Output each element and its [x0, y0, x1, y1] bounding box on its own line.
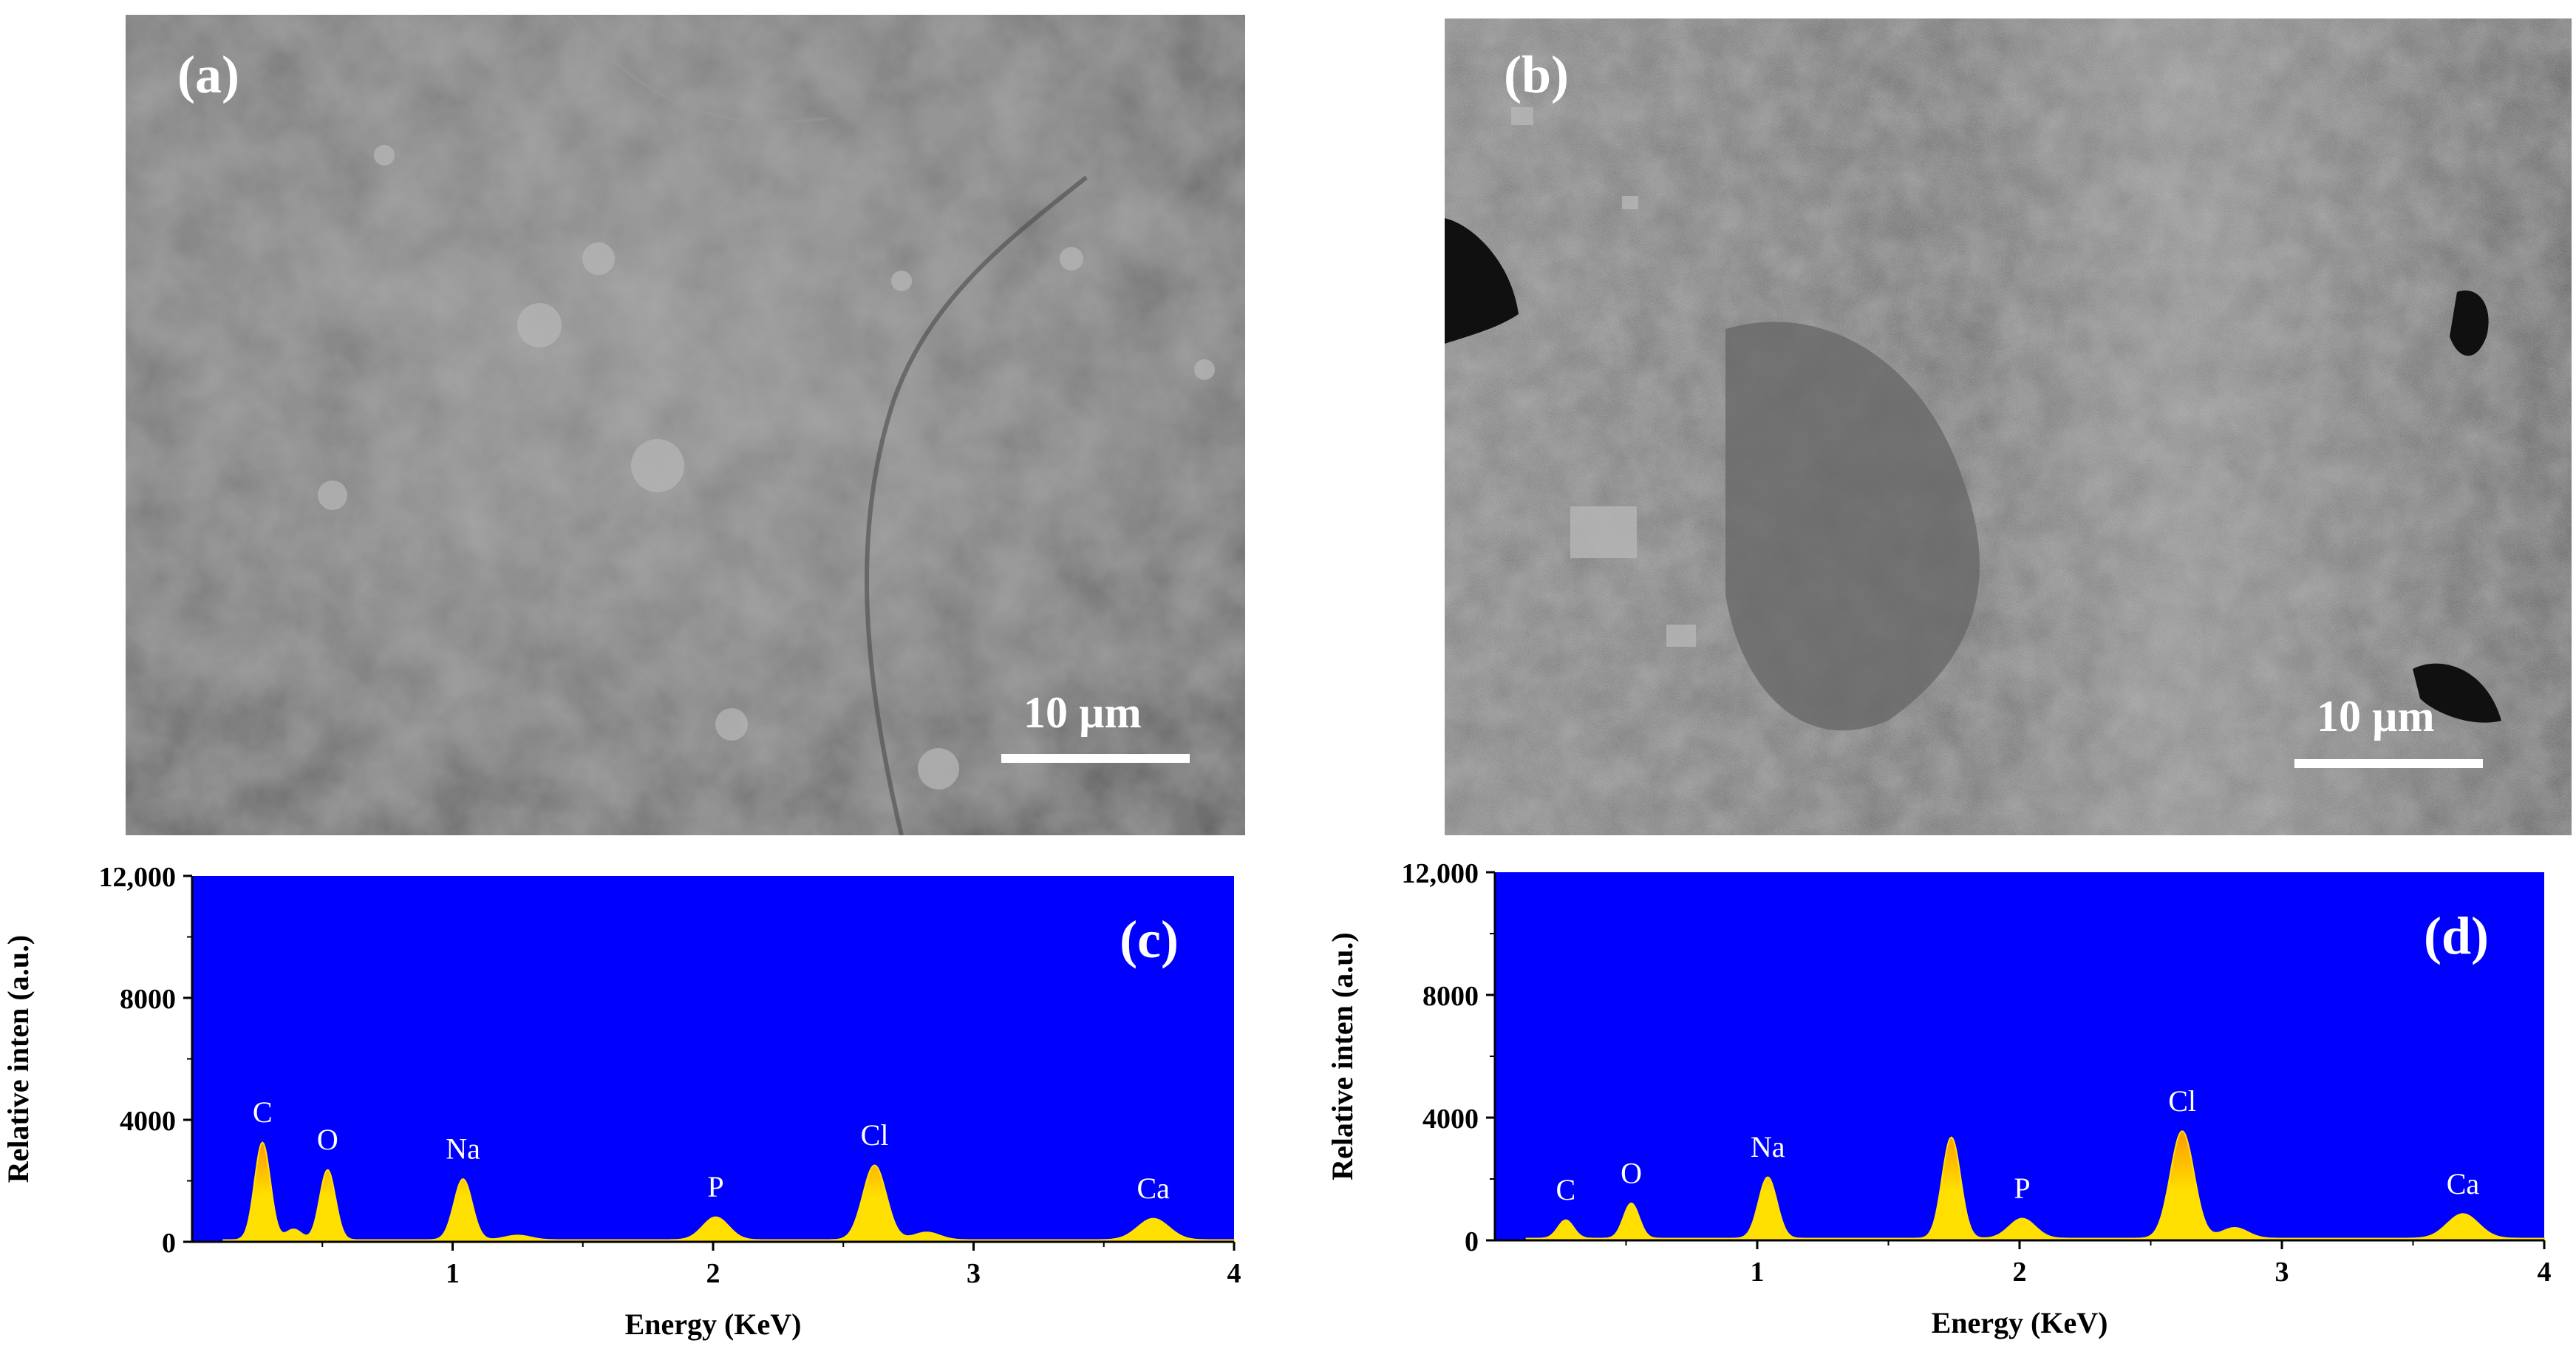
- eds-chart-d-svg: C O Na P Cl Ca 0 4000 8000 12,000 1 2 3 4 Energy (KeV)…: [1326, 858, 2552, 1339]
- x-axis-label: Energy (KeV): [625, 1308, 802, 1341]
- plot-area-background: [1495, 872, 2544, 1240]
- sem-image-a: (a) 10 µm: [126, 15, 1245, 835]
- x-tick-label: 4: [1227, 1258, 1241, 1289]
- x-tick-label: 3: [2275, 1257, 2289, 1288]
- y-tick-label: 12,000: [1402, 858, 1479, 889]
- x-tick-label: 1: [1751, 1257, 1765, 1288]
- panel-label-b: (b): [1504, 45, 1569, 104]
- x-tick-label: 2: [706, 1258, 720, 1289]
- peak-label-c: C: [1556, 1173, 1576, 1206]
- x-tick-label: 4: [2538, 1257, 2552, 1288]
- sem-texture-b: [1445, 18, 2572, 835]
- panel-label: (c): [1120, 910, 1179, 969]
- sem-texture-a: [126, 15, 1245, 835]
- x-tick-label: 2: [2013, 1257, 2027, 1288]
- y-axis-label: Relative inten (a.u.): [1326, 932, 1359, 1180]
- peak-label-ca: Ca: [2447, 1167, 2480, 1200]
- x-tick-label: 3: [967, 1258, 981, 1289]
- y-tick-label: 8000: [1422, 981, 1479, 1012]
- eds-chart-c-svg: C O Na P Cl Ca 0 4000 8000 12,000 1 2 3 4 Energy (KeV)…: [1, 862, 1241, 1341]
- scale-bar-b: [2294, 759, 2483, 768]
- peak-label-cl: Cl: [2168, 1084, 2196, 1118]
- eds-chart-c: C O Na P Cl Ca 0 4000 8000 12,000 1 2 3 4 Energy (KeV)…: [0, 850, 1256, 1366]
- peak-label-c: C: [253, 1095, 273, 1129]
- spectrum-series: [222, 1141, 1235, 1243]
- y-tick-label: 0: [1465, 1226, 1479, 1257]
- y-tick-label: 4000: [120, 1106, 176, 1137]
- sem-image-b: (b) 10 µm: [1445, 18, 2572, 835]
- scale-bar-label-a: 10 µm: [1023, 688, 1142, 737]
- peak-label-na: Na: [446, 1132, 480, 1166]
- y-tick-label: 12,000: [99, 862, 177, 893]
- y-tick-label: 4000: [1422, 1104, 1479, 1135]
- scale-bar-label-b: 10 µm: [2317, 692, 2435, 741]
- panel-label-a: (a): [177, 45, 239, 104]
- peak-label-p: P: [2014, 1172, 2030, 1205]
- spectrum-series: [1525, 1130, 2545, 1241]
- peak-label-o: O: [1621, 1156, 1642, 1189]
- peak-label-o: O: [317, 1123, 338, 1156]
- peak-label-cl: Cl: [861, 1118, 889, 1152]
- peak-label-ca: Ca: [1137, 1172, 1171, 1205]
- scale-bar-a: [1001, 754, 1190, 763]
- panel-label: (d): [2424, 906, 2489, 965]
- y-tick-label: 8000: [120, 984, 176, 1015]
- y-tick-label: 0: [162, 1228, 176, 1259]
- peak-label-p: P: [707, 1170, 723, 1203]
- peak-label-na: Na: [1751, 1130, 1785, 1163]
- x-axis-label: Energy (KeV): [1932, 1306, 2108, 1339]
- x-tick-label: 1: [446, 1258, 460, 1289]
- plot-area-background: [192, 876, 1234, 1242]
- eds-chart-d: C O Na P Cl Ca 0 4000 8000 12,000 1 2 3 4 Energy (KeV)…: [1323, 850, 2576, 1366]
- y-axis-label: Relative inten (a.u.): [1, 935, 35, 1183]
